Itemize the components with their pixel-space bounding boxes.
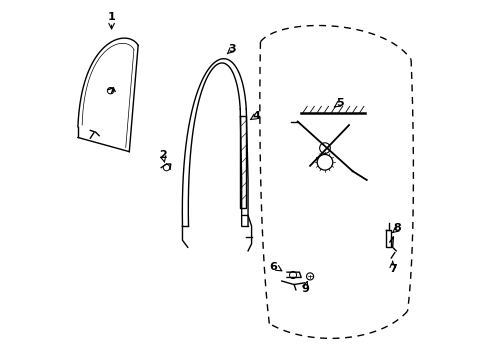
Text: 8: 8 bbox=[393, 223, 401, 233]
Text: 3: 3 bbox=[228, 44, 235, 54]
Text: 1: 1 bbox=[107, 12, 115, 22]
Text: 2: 2 bbox=[159, 150, 166, 160]
Text: 5: 5 bbox=[336, 98, 344, 108]
Text: 7: 7 bbox=[389, 264, 396, 274]
Text: 6: 6 bbox=[268, 262, 276, 272]
Text: 9: 9 bbox=[301, 284, 309, 294]
Text: 4: 4 bbox=[252, 111, 260, 121]
